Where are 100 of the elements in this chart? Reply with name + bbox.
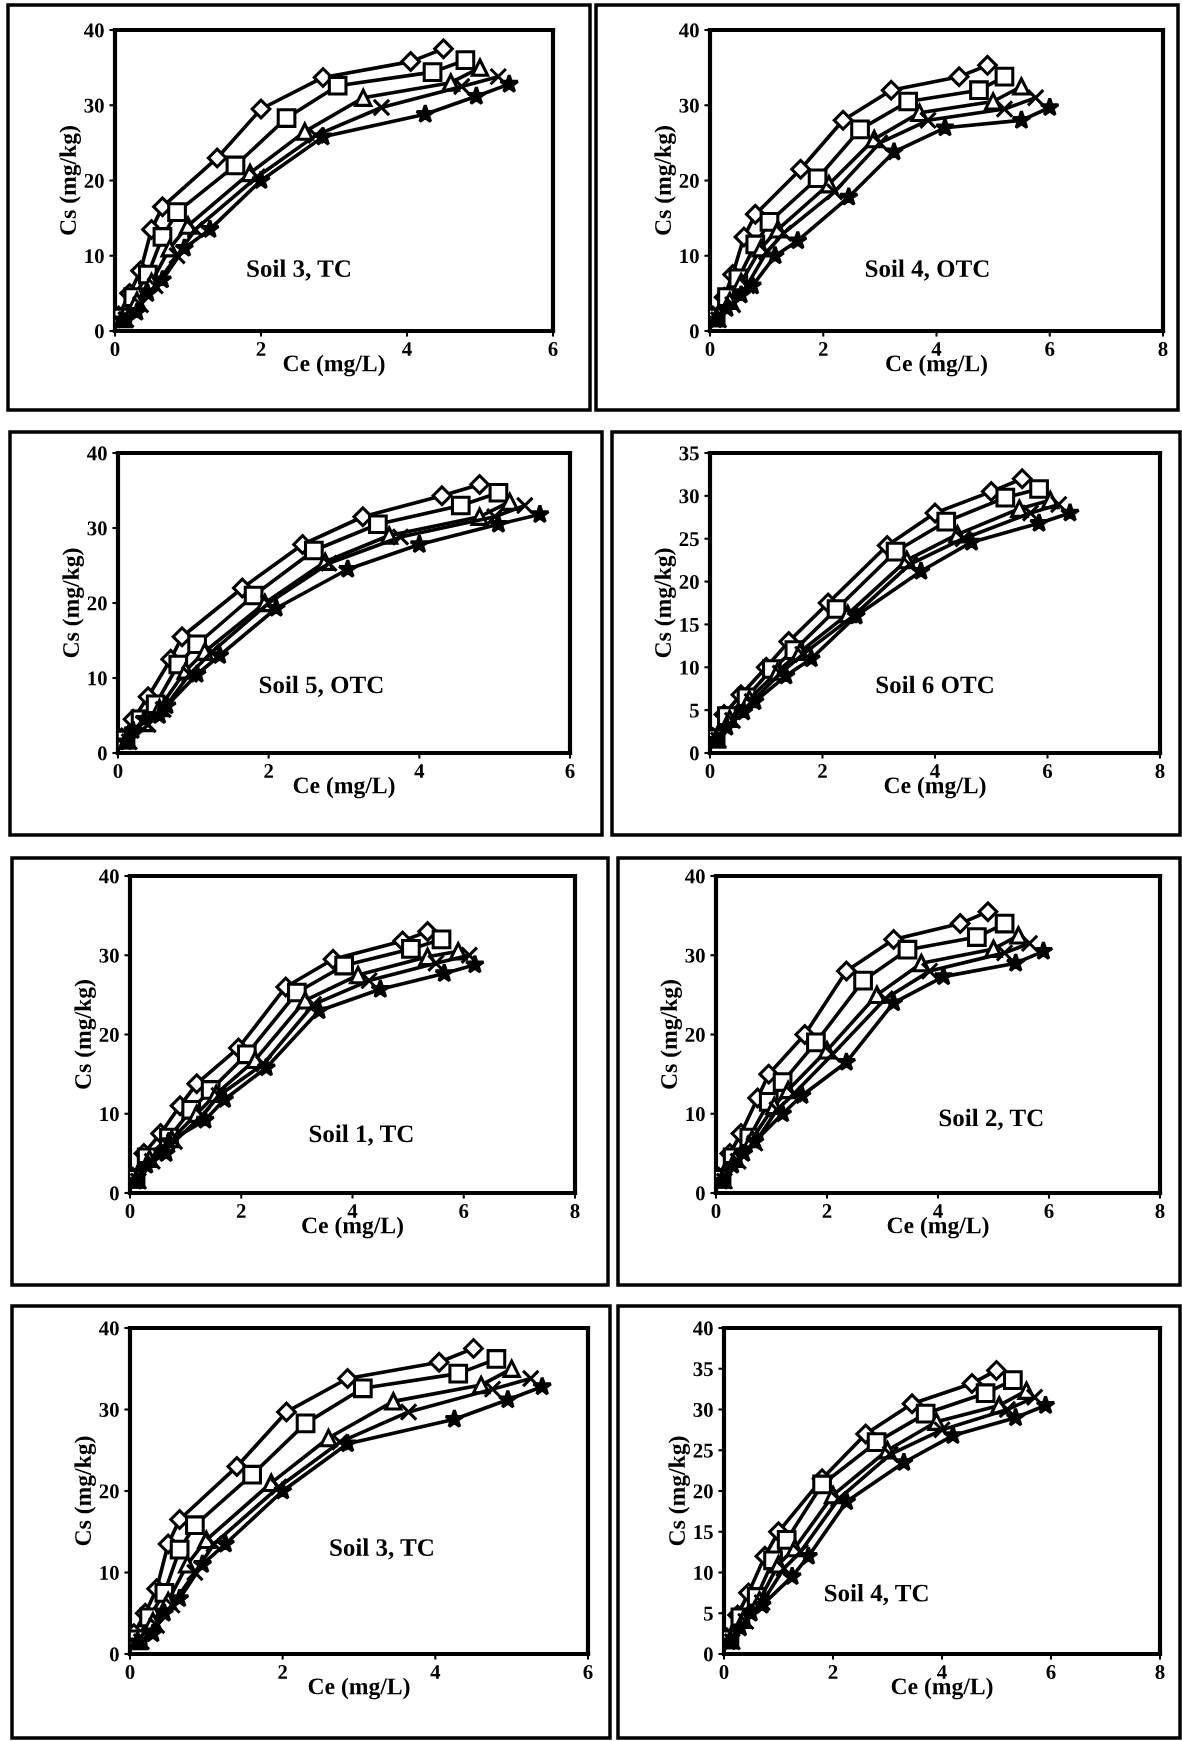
y-tick-label: 30 (685, 948, 705, 963)
y-axis-title: Cs (mg/kg) (654, 126, 676, 235)
x-tick-label: 6 (1045, 342, 1055, 357)
y-axis-title: Cs (mg/kg) (74, 1436, 96, 1546)
y-tick-label: 30 (99, 948, 119, 963)
y-tick-label: 5 (704, 1606, 713, 1621)
y-tick-label: 0 (109, 1647, 119, 1662)
x-axis-title: Ce (mg/L) (891, 1677, 993, 1700)
y-tick-label: 0 (695, 1186, 705, 1201)
y-tick-label: 30 (87, 521, 107, 536)
x-tick-label: 2 (818, 764, 827, 778)
y-tick-label: 40 (679, 23, 699, 38)
x-tick-label: 8 (1155, 764, 1165, 779)
y-tick-label: 40 (685, 869, 705, 884)
x-axis-title: Ce (mg/L) (283, 354, 385, 377)
annotation: Soil 5, OTC (259, 675, 383, 697)
y-tick-label: 0 (689, 324, 699, 339)
y-tick-label: 40 (87, 446, 107, 461)
y-tick-label: 0 (94, 324, 104, 339)
y-tick-label: 10 (85, 249, 104, 264)
annotation: Soil 4, OTC (865, 259, 989, 281)
y-axis-title: Cs (mg/kg) (62, 548, 84, 658)
x-tick-label: 2 (818, 342, 828, 356)
y-tick-label: 0 (689, 746, 699, 761)
y-tick-label: 10 (88, 671, 107, 686)
y-tick-label: 40 (99, 869, 119, 884)
y-tick-label: 35 (679, 446, 699, 461)
y-tick-label: 20 (84, 173, 104, 188)
x-tick-label: 4 (931, 342, 942, 356)
x-tick-label: 2 (256, 342, 266, 356)
y-tick-label: 0 (109, 1186, 119, 1201)
y-tick-label: 35 (693, 1362, 713, 1377)
y-tick-label: 5 (690, 703, 699, 718)
annotation: Soil 1, TC (309, 1124, 413, 1146)
annotation: Soil 3, TC (330, 1538, 433, 1560)
x-tick-label: 0 (125, 1204, 135, 1219)
x-tick-label: 6 (565, 764, 575, 779)
y-axis-title: Cs (mg/kg) (654, 548, 676, 658)
y-tick-label: 10 (694, 1565, 713, 1580)
x-tick-label: 6 (548, 342, 558, 357)
x-axis-title: Ce (mg/L) (308, 1677, 410, 1700)
y-tick-label: 40 (99, 1321, 119, 1336)
y-axis-title: Cs (mg/kg) (59, 126, 81, 235)
y-tick-label: 25 (693, 1443, 713, 1458)
y-tick-label: 30 (679, 489, 699, 504)
annotation: Soil 3, TC (247, 259, 350, 281)
annotation: Soil 4, TC (825, 1583, 928, 1606)
annotation: Soil 6 OTC (876, 675, 993, 694)
y-tick-label: 30 (693, 1402, 713, 1417)
y-tick-label: 40 (84, 23, 104, 38)
y-axis-title: Cs (mg/kg) (668, 1436, 690, 1546)
annotation: Soil 2, TC (939, 1108, 1043, 1130)
y-tick-label: 10 (680, 660, 699, 675)
y-tick-label: 30 (679, 98, 699, 113)
y-axis-title: Cs (mg/kg) (74, 980, 96, 1089)
x-axis-title: Ce (mg/L) (887, 1216, 989, 1239)
x-tick-label: 6 (1046, 1665, 1056, 1680)
y-tick-label: 10 (100, 1107, 119, 1122)
y-tick-label: 10 (680, 249, 699, 264)
x-tick-label: 2 (236, 1204, 246, 1218)
x-tick-label: 8 (1158, 342, 1168, 357)
y-tick-label: 20 (87, 596, 107, 611)
y-tick-label: 0 (97, 746, 107, 761)
y-tick-label: 20 (693, 1484, 713, 1499)
x-tick-label: 2 (822, 1204, 832, 1218)
y-tick-label: 15 (694, 1525, 713, 1540)
x-tick-label: 4 (347, 1204, 358, 1218)
x-tick-label: 4 (414, 764, 425, 778)
y-tick-label: 30 (84, 98, 104, 113)
x-axis-title: Ce (mg/L) (293, 776, 395, 799)
x-tick-label: 8 (570, 1204, 580, 1219)
x-tick-label: 2 (278, 1665, 287, 1679)
y-tick-label: 10 (686, 1107, 705, 1122)
x-tick-label: 4 (402, 342, 412, 356)
y-tick-label: 20 (99, 1484, 119, 1499)
x-axis-title: Ce (mg/L) (302, 1216, 403, 1239)
x-axis-title: Ce (mg/L) (886, 354, 987, 377)
x-tick-label: 4 (933, 1204, 943, 1218)
y-tick-label: 15 (680, 617, 699, 632)
x-tick-label: 2 (264, 764, 273, 778)
x-tick-label: 0 (125, 1665, 135, 1680)
x-tick-label: 4 (930, 764, 940, 778)
x-tick-label: 8 (1155, 1665, 1165, 1680)
y-tick-label: 25 (679, 532, 699, 547)
y-tick-label: 20 (679, 574, 699, 589)
y-tick-label: 30 (99, 1402, 119, 1417)
y-tick-label: 0 (703, 1647, 713, 1662)
y-tick-label: 20 (99, 1027, 119, 1042)
y-tick-label: 10 (100, 1565, 119, 1580)
x-tick-label: 4 (430, 1665, 441, 1679)
y-tick-label: 20 (685, 1027, 705, 1042)
x-tick-label: 6 (1043, 764, 1053, 779)
x-axis-title: Ce (mg/L) (884, 776, 986, 799)
x-tick-label: 6 (1044, 1204, 1054, 1219)
x-tick-label: 2 (828, 1665, 838, 1679)
x-tick-label: 6 (583, 1665, 593, 1680)
y-tick-label: 40 (693, 1321, 713, 1336)
x-tick-label: 0 (719, 1665, 729, 1680)
y-axis-title: Cs (mg/kg) (660, 980, 682, 1089)
x-tick-label: 4 (937, 1665, 947, 1679)
